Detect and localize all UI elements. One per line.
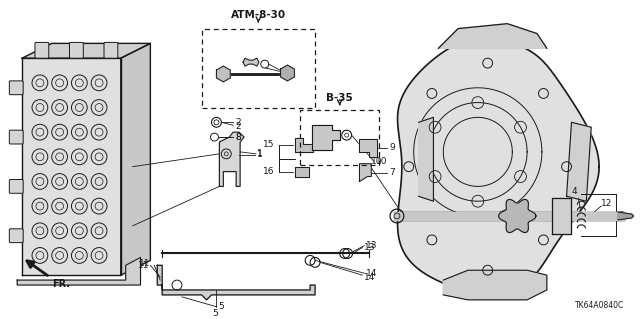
Text: 10: 10 <box>371 157 383 166</box>
Polygon shape <box>243 58 259 66</box>
Text: 11: 11 <box>138 261 149 270</box>
Polygon shape <box>360 164 371 182</box>
Polygon shape <box>438 24 547 48</box>
Polygon shape <box>157 265 315 300</box>
FancyBboxPatch shape <box>104 42 118 58</box>
Polygon shape <box>121 43 150 275</box>
Text: 1: 1 <box>257 150 262 160</box>
FancyBboxPatch shape <box>70 42 83 58</box>
Polygon shape <box>618 212 634 220</box>
Text: 7: 7 <box>389 168 395 177</box>
FancyBboxPatch shape <box>10 81 23 95</box>
Text: B-35: B-35 <box>326 93 353 103</box>
Text: FR.: FR. <box>52 279 70 289</box>
Text: 3: 3 <box>618 211 623 219</box>
Text: 14: 14 <box>366 269 378 278</box>
Polygon shape <box>295 138 313 152</box>
Polygon shape <box>216 66 230 82</box>
Text: ATM-8-30: ATM-8-30 <box>231 10 286 20</box>
Text: 11: 11 <box>138 259 150 268</box>
Polygon shape <box>397 38 599 295</box>
Polygon shape <box>22 58 121 275</box>
FancyBboxPatch shape <box>10 229 23 243</box>
Polygon shape <box>360 139 377 157</box>
Polygon shape <box>394 212 624 220</box>
Text: 2: 2 <box>235 122 241 131</box>
Polygon shape <box>22 43 150 58</box>
FancyBboxPatch shape <box>35 42 49 58</box>
FancyBboxPatch shape <box>10 180 23 193</box>
Polygon shape <box>444 270 547 300</box>
Text: 2: 2 <box>235 118 241 127</box>
Text: 1: 1 <box>257 149 262 158</box>
Text: TK64A0840C: TK64A0840C <box>575 301 624 310</box>
Polygon shape <box>17 257 141 285</box>
Bar <box>202 29 315 108</box>
Text: 16: 16 <box>263 167 275 176</box>
Text: 5: 5 <box>218 302 224 311</box>
Text: 10: 10 <box>376 157 388 166</box>
Text: 5: 5 <box>212 309 218 318</box>
Bar <box>300 110 379 165</box>
Polygon shape <box>220 132 244 186</box>
Polygon shape <box>280 65 294 81</box>
Text: 8: 8 <box>235 133 241 142</box>
Text: 14: 14 <box>364 273 376 282</box>
Polygon shape <box>419 117 433 201</box>
Text: 15: 15 <box>263 140 275 150</box>
Text: 6: 6 <box>287 69 293 78</box>
Text: 8: 8 <box>235 133 241 142</box>
Polygon shape <box>312 125 340 150</box>
Text: 9: 9 <box>389 144 395 152</box>
Polygon shape <box>552 198 572 234</box>
Text: 4: 4 <box>572 187 577 196</box>
Polygon shape <box>295 167 309 176</box>
Polygon shape <box>499 199 536 233</box>
Text: 13: 13 <box>364 243 376 252</box>
Polygon shape <box>566 122 591 201</box>
Text: 6: 6 <box>285 68 291 77</box>
FancyBboxPatch shape <box>10 130 23 144</box>
Text: 13: 13 <box>366 241 378 250</box>
Text: 12: 12 <box>601 199 612 208</box>
